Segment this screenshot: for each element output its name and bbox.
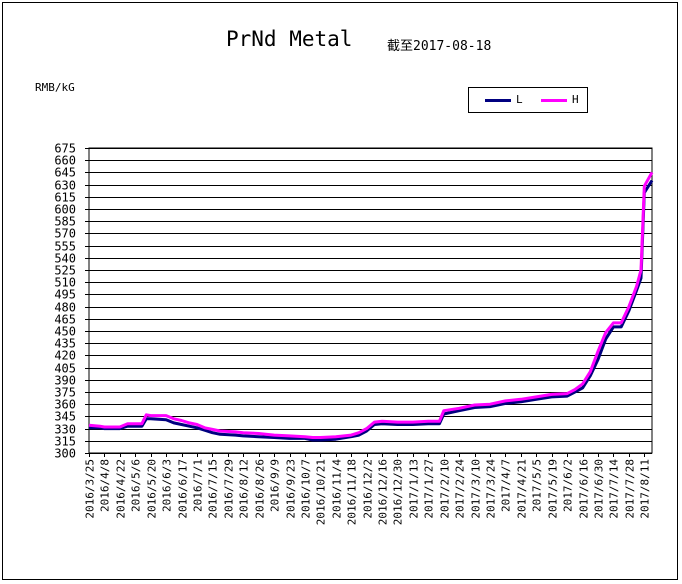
x-tick-label: 2016/11/4 [331, 459, 344, 519]
x-tick-label: 2017/2/24 [454, 459, 467, 519]
y-tick-label: 660 [54, 154, 76, 168]
y-tick-label: 360 [54, 398, 76, 412]
y-tick-label: 390 [54, 374, 76, 388]
x-tick-label: 2017/5/5 [531, 459, 544, 512]
chart-legend: L H [468, 87, 588, 113]
y-tick-label: 585 [54, 215, 76, 229]
x-tick-label: 2016/4/8 [99, 459, 112, 512]
x-tick-label: 2016/6/3 [161, 459, 174, 512]
y-tick-label: 555 [54, 240, 76, 254]
y-tick-label: 645 [54, 166, 76, 180]
y-tick-label: 480 [54, 301, 76, 315]
y-tick-label: 495 [54, 288, 76, 302]
x-tick-label: 2016/12/2 [362, 459, 375, 519]
chart-title: PrNd Metal [226, 27, 353, 51]
x-tick-label: 2017/8/11 [639, 459, 652, 519]
x-tick-label: 2017/1/27 [423, 459, 436, 519]
x-tick-label: 2017/3/10 [470, 459, 483, 519]
x-tick-label: 2017/6/2 [562, 459, 575, 512]
legend-line-h [541, 99, 567, 102]
y-tick-label: 600 [54, 203, 76, 217]
y-tick-label: 435 [54, 337, 76, 351]
x-tick-label: 2017/3/24 [485, 459, 498, 519]
y-tick-label: 570 [54, 227, 76, 241]
x-tick-label: 2016/12/30 [392, 459, 405, 525]
x-tick-label: 2016/5/6 [130, 459, 143, 512]
x-tick-label: 2016/4/22 [115, 459, 128, 519]
y-tick-label: 615 [54, 191, 76, 205]
y-tick-label: 465 [54, 313, 76, 327]
legend-label-h: H [572, 93, 579, 106]
x-tick-label: 2016/5/20 [146, 459, 159, 519]
y-tick-label: 300 [54, 447, 76, 461]
x-tick-label: 2016/8/26 [254, 459, 267, 519]
x-tick-label: 2016/7/1 [192, 459, 205, 512]
y-tick-label: 525 [54, 264, 76, 278]
y-tick-label: 345 [54, 410, 76, 424]
x-tick-label: 2017/6/30 [593, 459, 606, 519]
legend-label-l: L [516, 93, 523, 106]
x-tick-label: 2016/7/29 [223, 459, 236, 519]
y-tick-label: 675 [54, 142, 76, 156]
x-tick-label: 2016/7/15 [207, 459, 220, 519]
y-axis-unit-label: RMB/kG [35, 81, 75, 94]
series-line-h [88, 171, 654, 439]
x-tick-label: 2017/7/14 [608, 459, 621, 519]
y-tick-label: 450 [54, 325, 76, 339]
y-tick-label: 420 [54, 349, 76, 363]
y-tick-label: 510 [54, 276, 76, 290]
x-tick-label: 2017/5/19 [547, 459, 560, 519]
x-tick-label: 2016/3/25 [84, 459, 97, 519]
x-tick-label: 2017/4/21 [516, 459, 529, 519]
y-tick-label: 405 [54, 362, 76, 376]
y-tick-label: 630 [54, 179, 76, 193]
x-tick-label: 2016/11/18 [346, 459, 359, 525]
x-tick-label: 2017/2/10 [439, 459, 452, 519]
x-tick-label: 2016/10/7 [300, 459, 313, 519]
x-tick-label: 2016/8/12 [238, 459, 251, 519]
x-tick-label: 2016/6/17 [177, 459, 190, 519]
y-tick-label: 375 [54, 386, 76, 400]
legend-line-l [485, 99, 511, 102]
x-tick-label: 2016/9/23 [285, 459, 298, 519]
x-tick-label: 2016/10/21 [315, 459, 328, 525]
x-tick-label: 2017/4/7 [500, 459, 513, 512]
x-tick-label: 2017/6/16 [578, 459, 591, 519]
x-tick-label: 2016/9/9 [269, 459, 282, 512]
chart-subtitle: 截至2017-08-18 [387, 39, 492, 54]
x-tick-label: 2017/7/28 [624, 459, 637, 519]
plot-area [88, 147, 653, 454]
x-tick-label: 2017/1/13 [408, 459, 421, 519]
x-tick-label: 2016/12/16 [377, 459, 390, 525]
y-tick-label: 315 [54, 435, 76, 449]
y-tick-label: 330 [54, 423, 76, 437]
series-line-l [89, 179, 654, 442]
y-tick-label: 540 [54, 252, 76, 266]
